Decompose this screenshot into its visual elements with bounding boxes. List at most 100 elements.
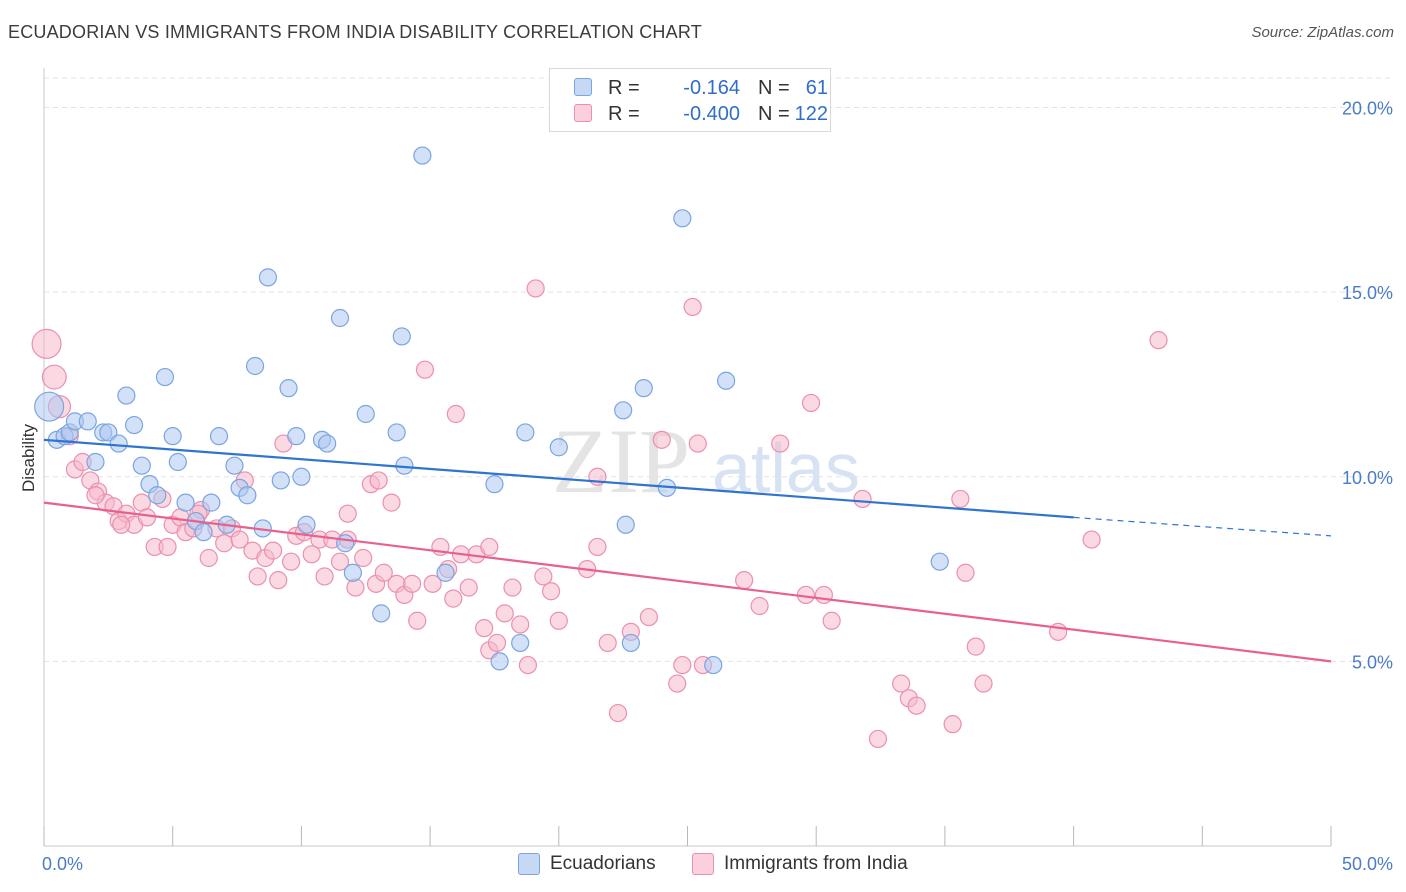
india-point: [956, 563, 975, 582]
india-point: [31, 328, 62, 359]
legend-r-value: -0.164: [683, 77, 740, 99]
ecuadorian-point: [225, 456, 244, 475]
legend-n-value: 61: [805, 77, 828, 99]
india-point: [974, 674, 993, 693]
ecuadorian-point: [436, 563, 455, 582]
india-point: [302, 545, 321, 564]
ecuadorian-point: [132, 456, 151, 475]
ecuadorian-point: [297, 515, 316, 534]
india-point: [943, 715, 962, 734]
india-point: [269, 571, 288, 590]
india-point: [549, 611, 568, 630]
india-point: [330, 552, 350, 571]
ecuadorian-point: [413, 146, 432, 165]
x-tick-label: 50.0%: [1342, 854, 1393, 874]
india-point: [137, 508, 157, 527]
watermark: ZIP atlas: [552, 410, 860, 512]
india-point: [444, 589, 463, 608]
ecuadorian-point: [99, 423, 118, 442]
y-tick-label: 10.0%: [1342, 468, 1393, 488]
ecuadorian-point: [34, 391, 65, 422]
india-point: [518, 655, 538, 675]
india-point: [688, 434, 707, 453]
ecuadorian-point: [673, 209, 692, 228]
india-point: [541, 582, 561, 601]
legend-swatch-blue: [574, 78, 592, 96]
bottom-legend-swatch-pink: [692, 853, 714, 875]
ecuadorian-point: [330, 308, 350, 328]
india-point: [374, 563, 393, 582]
india-point: [608, 703, 628, 723]
legend-r-label: R =: [608, 103, 640, 125]
india-point: [475, 619, 494, 638]
y-axis-title: Disability: [19, 423, 38, 492]
india-point: [1149, 331, 1168, 350]
india-point: [668, 674, 687, 693]
ecuadorian-point: [109, 434, 128, 453]
bottom-legend-label: Ecuadorians: [550, 853, 656, 874]
india-point: [966, 637, 985, 656]
india-point: [199, 548, 218, 568]
ecuadorian-point: [490, 652, 509, 671]
india-point: [446, 404, 465, 424]
legend-swatch-pink: [574, 104, 592, 122]
legend-n-label: N =: [758, 103, 790, 125]
ecuadorian-point: [930, 552, 949, 571]
y-tick-label: 15.0%: [1342, 283, 1393, 303]
india-point: [354, 548, 373, 568]
india-point: [338, 504, 357, 523]
tick-labels: 5.0% 10.0% 15.0% 20.0% 0.0% 50.0% Disability: [19, 99, 1393, 874]
data-points: [31, 146, 1168, 749]
india-point: [346, 578, 365, 597]
india-point: [382, 493, 401, 512]
india-point: [853, 489, 872, 509]
y-tick-label: 5.0%: [1352, 652, 1393, 672]
bottom-legend-label: Immigrants from India: [724, 853, 908, 874]
chart-title: ECUADORIAN VS IMMIGRANTS FROM INDIA DISA…: [8, 22, 702, 42]
india-point: [1082, 530, 1101, 549]
india-point: [503, 578, 522, 597]
ecuadorian-point: [163, 427, 182, 446]
ecuadorian-point: [155, 367, 175, 387]
india-point: [480, 537, 499, 557]
ecuadorian-point: [292, 467, 311, 486]
ecuadorian-point: [279, 379, 298, 398]
india-point: [487, 633, 507, 653]
ecuadorian-point: [372, 604, 391, 623]
ecuadorian-point: [549, 438, 568, 457]
india-point: [112, 515, 131, 534]
x-tick-label: 0.0%: [42, 854, 83, 874]
india-point: [907, 696, 926, 715]
india-point: [282, 552, 301, 571]
india-point: [511, 615, 530, 634]
ecuadorian-point: [271, 471, 290, 490]
ecuadorian-point: [516, 423, 535, 442]
ecuadorian-point: [387, 423, 406, 442]
ecuadorian-point: [176, 493, 195, 512]
india-point: [315, 567, 334, 586]
india-point: [230, 530, 249, 549]
india-point: [951, 489, 970, 509]
ecuadorian-point: [117, 386, 136, 405]
trend-lines: [43, 438, 1332, 663]
india-point: [526, 279, 545, 298]
india-point: [158, 537, 177, 557]
india-point: [822, 611, 841, 630]
grid-lines: [44, 77, 1392, 662]
ecuadorian-point: [124, 415, 144, 435]
ecuadorian-point: [621, 633, 640, 653]
india-point: [598, 633, 617, 653]
india-point: [814, 585, 834, 605]
india-point: [402, 574, 422, 593]
ecuadorian-point: [614, 401, 633, 420]
india-point: [86, 486, 105, 505]
india-trend-line: [43, 501, 1332, 663]
india-point: [639, 607, 658, 627]
ecuadorian-trend-extension: [1073, 516, 1332, 537]
ecuadorian-point: [78, 412, 97, 431]
ecuadorian-point: [202, 493, 221, 512]
ecuadorian-point: [209, 427, 229, 446]
chart-source: Source: ZipAtlas.com: [1251, 24, 1394, 41]
y-tick-label: 20.0%: [1342, 99, 1393, 119]
axes: [43, 68, 1332, 847]
